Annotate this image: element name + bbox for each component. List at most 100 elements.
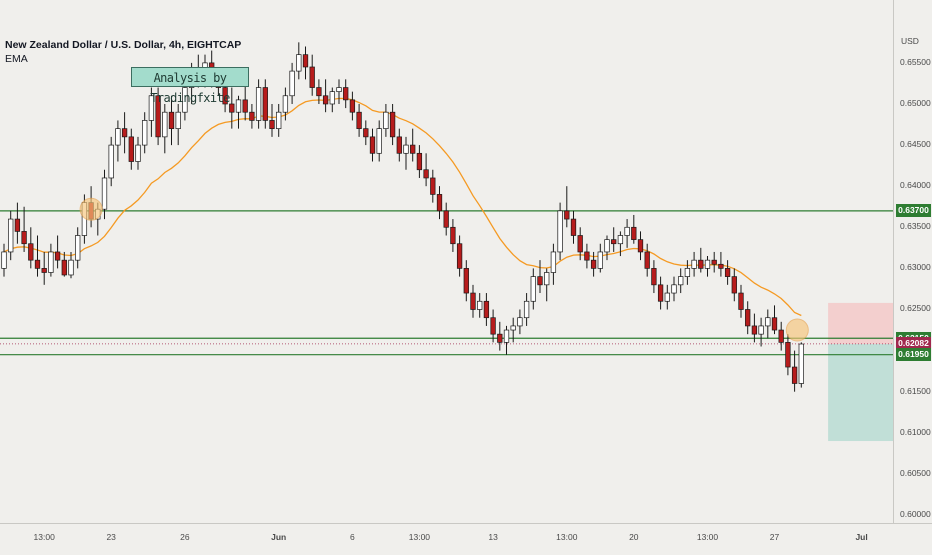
candle-body xyxy=(604,239,610,253)
candle-body xyxy=(590,259,597,269)
y-tick-label: 0.62500 xyxy=(900,303,931,314)
candle-body xyxy=(671,284,677,294)
y-tick-label: 0.65000 xyxy=(900,97,931,108)
candle-body xyxy=(785,342,791,368)
candle-body xyxy=(718,263,724,269)
candle-body xyxy=(731,276,737,294)
candle-body xyxy=(684,268,691,277)
candle-body xyxy=(376,128,382,154)
candle-body xyxy=(490,317,496,335)
candle-body xyxy=(276,111,282,129)
x-tick-label: 13:00 xyxy=(33,532,55,542)
candle-body xyxy=(584,251,590,261)
x-tick-label: 20 xyxy=(629,532,639,542)
currency-label: USD xyxy=(901,36,919,46)
symbol-title: New Zealand Dollar / U.S. Dollar, 4h, EI… xyxy=(5,39,242,51)
x-tick-label: 13:00 xyxy=(556,532,578,542)
candle-body xyxy=(711,259,717,265)
candle-body xyxy=(597,251,603,269)
candle-body xyxy=(765,317,771,327)
highlight-circle xyxy=(785,318,809,342)
candle-body xyxy=(510,325,516,331)
candle-body xyxy=(128,136,134,162)
candle-body xyxy=(523,300,530,319)
candle-body xyxy=(255,87,262,121)
candle-body xyxy=(229,103,235,113)
candle-body xyxy=(1,251,7,269)
candle-body xyxy=(624,226,630,236)
y-tick-label: 0.61000 xyxy=(900,426,931,437)
candle-body xyxy=(564,210,570,220)
candle-body xyxy=(68,259,74,276)
candle-body xyxy=(416,152,423,171)
y-tick-label: 0.64000 xyxy=(900,180,931,191)
candle-body xyxy=(483,300,490,319)
candle-body xyxy=(349,99,356,113)
candle-body xyxy=(396,136,402,154)
candle-body xyxy=(477,300,483,310)
candle-body xyxy=(28,243,34,261)
highlight-circle xyxy=(79,197,103,221)
candle-body xyxy=(235,99,242,113)
candle-body xyxy=(309,66,315,88)
candle-body xyxy=(410,144,416,154)
candle-body xyxy=(798,343,804,384)
candle-body xyxy=(369,136,376,154)
y-tick-label: 0.63500 xyxy=(900,221,931,232)
candle-body xyxy=(175,111,181,129)
x-tick-label: 13 xyxy=(488,532,498,542)
candle-body xyxy=(363,128,369,138)
chart-title-block: New Zealand Dollar / U.S. Dollar, 4h, EI… xyxy=(5,38,241,66)
candle-body xyxy=(544,272,550,286)
price-tag: 0.63700 xyxy=(896,204,931,218)
candle-body xyxy=(282,95,289,113)
candle-body xyxy=(443,210,449,228)
candle-body xyxy=(537,276,543,286)
annotation-box[interactable]: Analysis by Tradingfxite xyxy=(131,67,249,105)
candle-body xyxy=(34,259,41,269)
candle-body xyxy=(115,128,121,146)
candle-body xyxy=(611,239,617,245)
candle-body xyxy=(108,144,114,179)
candle-body xyxy=(61,259,67,276)
candle-body xyxy=(651,268,657,286)
candle-body xyxy=(48,251,54,273)
candle-body xyxy=(41,268,47,273)
candle-body xyxy=(530,276,536,302)
candle-body xyxy=(222,87,228,105)
price-tag: 0.62082 xyxy=(896,337,931,351)
candle-body xyxy=(135,144,141,162)
candle-body xyxy=(617,235,624,245)
candle-body xyxy=(329,91,335,105)
candle-body xyxy=(336,87,342,93)
price-tag: 0.61950 xyxy=(896,348,931,362)
candle-body xyxy=(497,333,503,343)
candle-body xyxy=(54,251,61,261)
candle-body xyxy=(550,251,557,273)
candle-body xyxy=(577,235,583,253)
candle-body xyxy=(678,276,684,286)
x-tick-label: 26 xyxy=(180,532,190,542)
price-axis-divider xyxy=(893,0,894,523)
candle-body xyxy=(302,54,309,68)
candle-body xyxy=(168,111,175,129)
x-tick-label: 13:00 xyxy=(696,532,719,542)
candle-body xyxy=(631,226,637,240)
candle-body xyxy=(182,87,188,113)
candle-body xyxy=(269,120,275,129)
candle-body xyxy=(791,366,798,384)
x-tick-label: 6 xyxy=(350,532,355,542)
candle-body xyxy=(101,177,108,210)
candle-body xyxy=(698,259,704,269)
candle-body xyxy=(403,144,409,154)
candle-body xyxy=(289,70,295,97)
candle-body xyxy=(745,309,751,327)
candle-body xyxy=(75,235,81,261)
candle-body xyxy=(21,231,27,245)
candle-body xyxy=(570,218,577,236)
candle-body xyxy=(162,111,168,138)
candle-body xyxy=(778,329,784,343)
candle-body xyxy=(423,169,429,179)
